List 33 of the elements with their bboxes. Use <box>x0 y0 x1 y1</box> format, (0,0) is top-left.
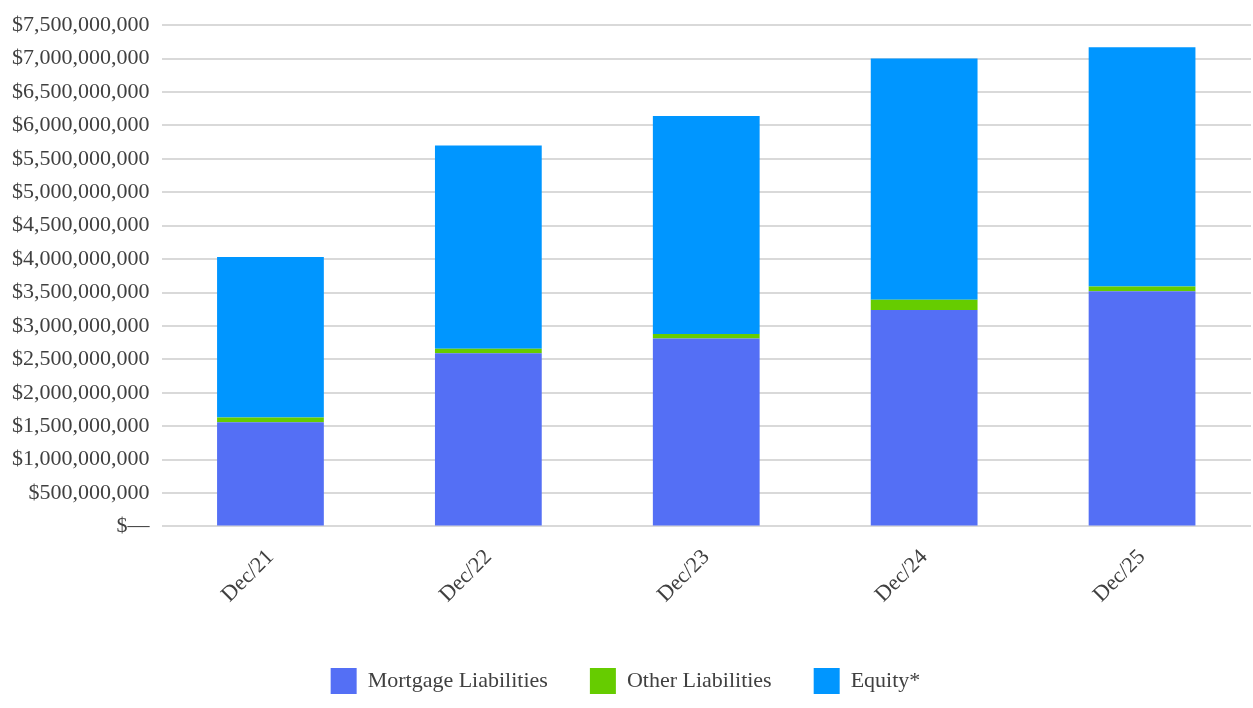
y-tick-label: $3,000,000,000 <box>12 311 150 337</box>
y-tick-label: $1,000,000,000 <box>12 445 150 471</box>
y-tick-label: $6,000,000,000 <box>12 111 150 137</box>
bar <box>870 309 978 526</box>
bar <box>217 417 324 423</box>
legend-label: Equity* <box>850 666 921 692</box>
y-tick-label: $7,000,000,000 <box>12 44 150 70</box>
legend-label: Other Liabilities <box>626 666 772 692</box>
y-tick-label: $4,500,000,000 <box>12 211 150 237</box>
y-tick-label: $— <box>116 512 151 538</box>
y-tick-label: $5,500,000,000 <box>12 144 150 170</box>
bar <box>217 422 324 526</box>
y-tick-label: $7,500,000,000 <box>12 10 150 36</box>
bar <box>652 338 760 526</box>
legend-label: Mortgage Liabilities <box>367 666 548 692</box>
bar <box>434 353 542 526</box>
y-tick-label: $1,500,000,000 <box>12 411 150 437</box>
bar <box>217 257 324 418</box>
y-tick-label: $2,500,000,000 <box>12 345 150 371</box>
bar <box>652 116 760 334</box>
bar <box>434 145 542 349</box>
bar <box>652 333 760 339</box>
bar <box>1088 291 1196 526</box>
y-tick-label: $2,000,000,000 <box>12 378 150 404</box>
bar <box>870 58 978 300</box>
bar <box>1088 47 1196 287</box>
y-tick-label: $5,000,000,000 <box>12 178 150 204</box>
bar <box>1088 286 1196 292</box>
y-tick-label: $4,000,000,000 <box>12 244 150 270</box>
y-tick-label: $6,500,000,000 <box>12 77 150 103</box>
y-tick-label: $500,000,000 <box>28 478 150 504</box>
bar <box>870 299 978 310</box>
y-tick-label: $3,500,000,000 <box>12 278 150 304</box>
